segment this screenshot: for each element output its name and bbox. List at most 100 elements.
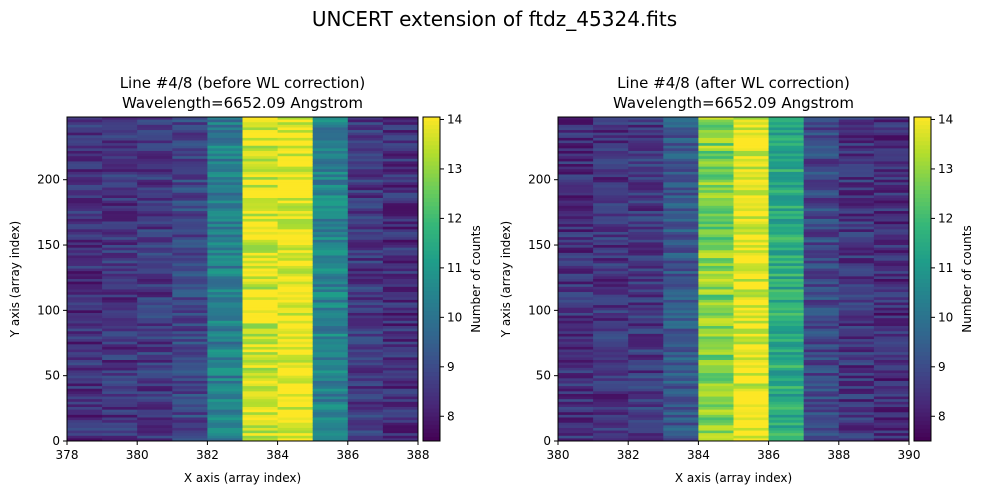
heatmap-cell	[277, 153, 314, 157]
heatmap-cell	[67, 143, 103, 147]
heatmap-cell	[558, 352, 594, 356]
heatmap-cell	[698, 234, 734, 238]
heatmap-cell	[733, 179, 769, 183]
heatmap-cell	[277, 365, 314, 369]
heatmap-cell	[558, 200, 594, 204]
heatmap-cell	[873, 425, 910, 429]
heatmap-cell	[698, 137, 734, 141]
heatmap-cell	[803, 252, 840, 256]
heatmap-cell	[242, 323, 278, 327]
heatmap-cell	[277, 292, 314, 296]
heatmap-cell	[347, 161, 384, 165]
heatmap-cell	[382, 198, 419, 202]
heatmap-cell	[382, 320, 419, 324]
heatmap-cell	[382, 263, 419, 267]
heatmap-cell	[382, 279, 419, 283]
heatmap-cell	[207, 331, 243, 335]
heatmap-cell	[312, 150, 349, 154]
heatmap-cell	[347, 271, 384, 275]
heatmap-cell	[558, 399, 594, 403]
heatmap-cell	[838, 224, 875, 228]
heatmap-cell	[137, 349, 173, 353]
heatmap-cell	[838, 378, 875, 382]
colorbar-segment	[914, 424, 931, 430]
heatmap-cell	[382, 352, 419, 356]
heatmap-cell	[102, 237, 138, 241]
heatmap-cell	[698, 393, 734, 397]
heatmap-cell	[803, 299, 840, 303]
heatmap-cell	[137, 430, 173, 434]
heatmap-cell	[768, 339, 805, 343]
heatmap-cell	[102, 182, 138, 186]
heatmap-cell	[838, 414, 875, 418]
heatmap-cell	[663, 205, 699, 209]
heatmap-cell	[733, 396, 769, 400]
heatmap-cell	[558, 260, 594, 264]
heatmap-cell	[593, 158, 629, 162]
heatmap-cell	[312, 435, 349, 439]
heatmap-cell	[102, 216, 138, 220]
heatmap-cell	[312, 281, 349, 285]
heatmap-cell	[277, 132, 314, 136]
heatmap-cell	[838, 360, 875, 364]
heatmap-cell	[137, 312, 173, 316]
heatmap-cell	[873, 273, 910, 277]
heatmap-cell	[628, 425, 664, 429]
heatmap-cell	[663, 365, 699, 369]
heatmap-cell	[838, 250, 875, 254]
heatmap-cell	[803, 169, 840, 173]
heatmap-cell	[137, 336, 173, 340]
heatmap-cell	[663, 341, 699, 345]
colorbar-tick-label: 13	[447, 162, 462, 176]
heatmap-cell	[733, 365, 769, 369]
heatmap-cell	[838, 153, 875, 157]
heatmap-cell	[67, 153, 103, 157]
heatmap-cell	[838, 218, 875, 222]
heatmap-cell	[768, 360, 805, 364]
heatmap-cell	[137, 166, 173, 170]
heatmap-cell	[628, 352, 664, 356]
heatmap-cell	[137, 135, 173, 139]
heatmap-cell	[558, 171, 594, 175]
heatmap-cell	[312, 417, 349, 421]
heatmap-cell	[137, 360, 173, 364]
heatmap-cell	[733, 153, 769, 157]
heatmap-cell	[172, 373, 208, 377]
heatmap-cell	[768, 208, 805, 212]
heatmap-cell	[137, 409, 173, 413]
heatmap-cell	[172, 393, 208, 397]
heatmap-cell	[242, 122, 278, 126]
heatmap-cell	[768, 265, 805, 269]
heatmap-cell	[242, 265, 278, 269]
heatmap-cell	[137, 130, 173, 134]
heatmap-cell	[277, 208, 314, 212]
heatmap-cell	[312, 357, 349, 361]
heatmap-cell	[347, 299, 384, 303]
heatmap-cell	[768, 302, 805, 306]
heatmap-cell	[67, 354, 103, 358]
heatmap-cell	[382, 388, 419, 392]
heatmap-cell	[733, 312, 769, 316]
heatmap-cell	[347, 184, 384, 188]
colorbar-segment	[914, 129, 931, 134]
heatmap-cell	[768, 242, 805, 246]
heatmap-cell	[558, 124, 594, 128]
heatmap-cell	[663, 318, 699, 322]
heatmap-cell	[172, 299, 208, 303]
heatmap-cell	[102, 190, 138, 194]
heatmap-cell	[628, 365, 664, 369]
heatmap-cell	[102, 305, 138, 309]
heatmap-cell	[698, 399, 734, 403]
heatmap-cell	[137, 302, 173, 306]
heatmap-cell	[838, 205, 875, 209]
heatmap-cell	[137, 211, 173, 215]
heatmap-cell	[67, 318, 103, 322]
x-tick-label: 388	[407, 448, 430, 462]
heatmap-cell	[137, 169, 173, 173]
heatmap-cell	[172, 182, 208, 186]
colorbar-segment	[423, 315, 440, 320]
heatmap-cell	[207, 289, 243, 293]
heatmap-cell	[67, 370, 103, 374]
heatmap-cell	[312, 299, 349, 303]
